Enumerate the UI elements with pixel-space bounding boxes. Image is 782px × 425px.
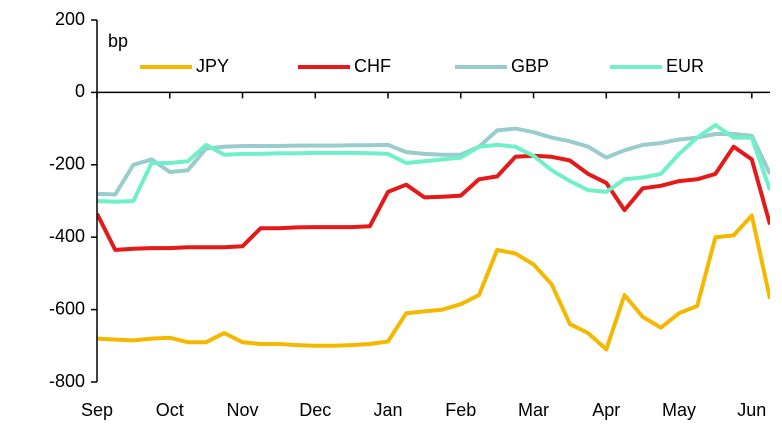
x-tick-label: Jan: [374, 400, 403, 420]
y-unit-label: bp: [108, 31, 128, 51]
series-line: [97, 144, 770, 252]
x-tick-label: Feb: [445, 400, 476, 420]
x-tick-label: May: [662, 400, 696, 420]
x-tick-label: Mar: [518, 400, 549, 420]
y-tick-label: -200: [49, 154, 85, 174]
x-tick-label: Oct: [156, 400, 184, 420]
y-tick-label: -800: [49, 371, 85, 391]
x-tick-label: Jun: [737, 400, 766, 420]
x-tick-label: Apr: [592, 400, 620, 420]
legend-label: EUR: [666, 56, 704, 76]
legend-label: CHF: [354, 56, 391, 76]
series-line: [97, 123, 770, 204]
series-line: [97, 213, 770, 352]
y-tick-label: 200: [55, 9, 85, 29]
x-tick-label: Dec: [299, 400, 331, 420]
y-tick-label: 0: [75, 81, 85, 101]
legend-label: GBP: [511, 56, 549, 76]
y-tick-label: -400: [49, 226, 85, 246]
plot-area: [97, 123, 770, 352]
x-tick-label: Nov: [227, 400, 259, 420]
x-tick-label: Sep: [81, 400, 113, 420]
y-tick-label: -600: [49, 298, 85, 318]
legend-label: JPY: [196, 56, 229, 76]
